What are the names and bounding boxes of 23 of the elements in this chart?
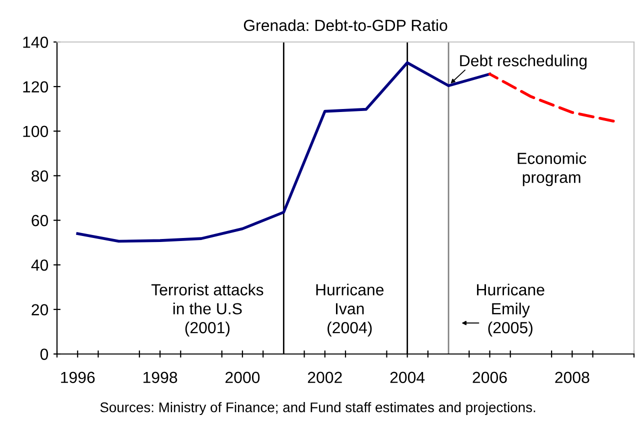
x-tick-label: 2000: [226, 372, 260, 384]
ref-line-label: Hurricane Ivan (2004): [316, 284, 384, 336]
x-tick-label: 1996: [61, 372, 95, 384]
x-tick-label: 2006: [472, 372, 507, 384]
annotation: Debt rescheduling: [460, 54, 587, 70]
y-tick-label: 20: [32, 304, 48, 316]
chart-title: Grenada: Debt-to-GDP Ratio: [244, 19, 448, 32]
x-tick-label: 2004: [390, 372, 425, 384]
annotation: Economic program: [518, 152, 586, 186]
y-tick-label: 60: [32, 214, 48, 226]
x-tick-label: 1998: [143, 372, 178, 384]
line-series: [488, 72, 615, 123]
y-tick-label: 0: [40, 348, 48, 360]
y-tick-label: 80: [32, 170, 48, 182]
ref-line-label: Hurricane Emily (2005): [477, 284, 544, 336]
y-tick-label: 120: [23, 81, 48, 93]
x-tick-label: 2008: [555, 372, 590, 384]
ref-line-label: Terrorist attacks in the U.S (2001): [151, 284, 264, 336]
y-tick-label: 140: [23, 36, 48, 48]
x-tick-label: 2002: [308, 372, 342, 384]
y-tick-label: 40: [31, 259, 48, 271]
y-tick-label: 100: [23, 126, 48, 138]
source-note: Sources: Ministry of Finance; and Fund staff estimates and projections.: [100, 402, 536, 415]
